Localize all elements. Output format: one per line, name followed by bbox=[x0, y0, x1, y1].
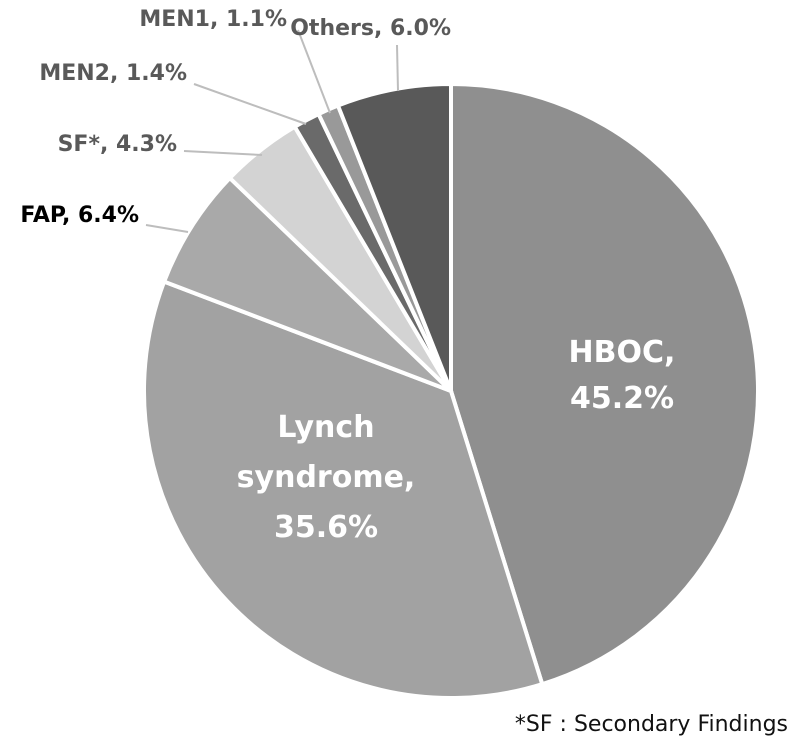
leader-line-others bbox=[396, 44, 399, 92]
slice-label-line: Lynch bbox=[277, 410, 374, 445]
slice-others bbox=[335, 82, 453, 393]
slice-label-line: syndrome, bbox=[237, 460, 416, 495]
leader-line-men1 bbox=[297, 29, 331, 114]
slice-fap bbox=[162, 176, 453, 393]
slice-label-fap: FAP, 6.4% bbox=[20, 203, 139, 228]
slice-label-line: 45.2% bbox=[570, 381, 674, 416]
slice-label-men1: MEN1, 1.1% bbox=[139, 7, 287, 32]
slice-hboc bbox=[449, 82, 760, 687]
slice-label-others: Others, 6.0% bbox=[290, 16, 451, 41]
footnote: *SF : Secondary Findings bbox=[515, 712, 788, 737]
leader-line-fap bbox=[145, 224, 189, 233]
slice-label-sf: SF*, 4.3% bbox=[58, 132, 177, 157]
slice-label-men2: MEN2, 1.4% bbox=[39, 61, 187, 86]
slice-label-hboc: HBOC, 45.2% bbox=[569, 335, 676, 416]
slice-label-lynch-syndrome: Lynch syndrome, 35.6% bbox=[237, 410, 416, 545]
slice-label-line: HBOC, bbox=[569, 335, 676, 370]
leader-line-sf bbox=[183, 150, 263, 156]
slice-labels: HBOC, 45.2% Lynch syndrome, 35.6% FAP, 6.4% SF… bbox=[20, 7, 675, 545]
slice-lynch-syndrome bbox=[142, 279, 545, 700]
slice-label-line: 35.6% bbox=[274, 510, 378, 545]
leader-lines bbox=[145, 29, 399, 233]
leader-line-men2 bbox=[193, 83, 307, 125]
